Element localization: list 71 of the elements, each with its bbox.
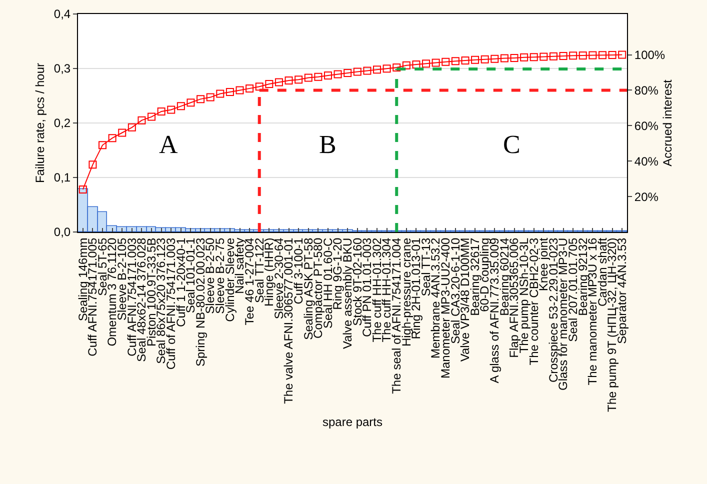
y-tick-label: 0,2: [54, 116, 71, 130]
point: [412, 60, 420, 69]
point: [363, 66, 372, 75]
point: [588, 51, 597, 60]
point: [392, 64, 401, 72]
point: [186, 98, 195, 107]
point: [402, 61, 410, 70]
point: [265, 80, 274, 88]
point: [451, 57, 460, 66]
point: [598, 51, 606, 60]
point: [373, 66, 382, 74]
point: [314, 72, 322, 81]
point: [176, 102, 185, 110]
annotation: B: [319, 130, 336, 159]
y2-tick-label: 60%: [634, 118, 659, 133]
point: [569, 52, 578, 60]
y2-tick-label: 40%: [634, 154, 659, 168]
point: [334, 70, 342, 78]
point: [148, 112, 156, 121]
point: [432, 58, 440, 67]
point: [138, 116, 146, 124]
point: [520, 53, 528, 62]
point: [274, 78, 283, 86]
y2-tick-label: 80%: [634, 83, 659, 98]
y2-tick-label: 20%: [634, 190, 659, 204]
point: [196, 95, 205, 104]
point: [422, 60, 430, 68]
point: [559, 52, 568, 60]
point: [608, 50, 616, 59]
point: [167, 106, 176, 114]
point: [480, 55, 489, 64]
y-tick-label: 0,3: [54, 62, 71, 76]
point: [578, 51, 587, 60]
point: [157, 107, 166, 116]
point: [549, 52, 558, 60]
point: [461, 56, 470, 64]
point: [206, 93, 214, 102]
point: [324, 72, 332, 80]
annotation: C: [503, 130, 520, 159]
point: [540, 52, 548, 61]
point: [490, 54, 499, 63]
point: [353, 68, 362, 76]
point: [530, 53, 538, 62]
point: [118, 128, 126, 137]
y-tick-label: 0,4: [54, 7, 71, 22]
point: [216, 90, 224, 98]
point: [284, 76, 293, 84]
point: [618, 50, 626, 59]
y2-tick-label: 100%: [634, 48, 666, 62]
point: [246, 84, 254, 92]
point: [98, 141, 107, 150]
point: [108, 134, 116, 142]
point: [78, 185, 87, 194]
point: [344, 69, 352, 78]
y-tick-label: 0,0: [54, 225, 71, 240]
point: [304, 74, 312, 82]
point: [382, 64, 391, 73]
x-axis-title: spare parts: [322, 414, 383, 429]
point: [128, 123, 136, 132]
y-tick-label: 0,1: [54, 170, 71, 185]
y2-axis-title: Accrued interest: [660, 78, 675, 166]
point: [510, 54, 518, 62]
point: [236, 86, 244, 94]
point: [471, 56, 480, 64]
annotation: A: [159, 130, 178, 159]
point: [88, 160, 97, 169]
point: [500, 54, 508, 62]
point: [226, 88, 234, 96]
point: [294, 76, 303, 84]
point: [442, 58, 450, 66]
y-axis-title: Failure rate, pcs / hour: [33, 62, 47, 184]
